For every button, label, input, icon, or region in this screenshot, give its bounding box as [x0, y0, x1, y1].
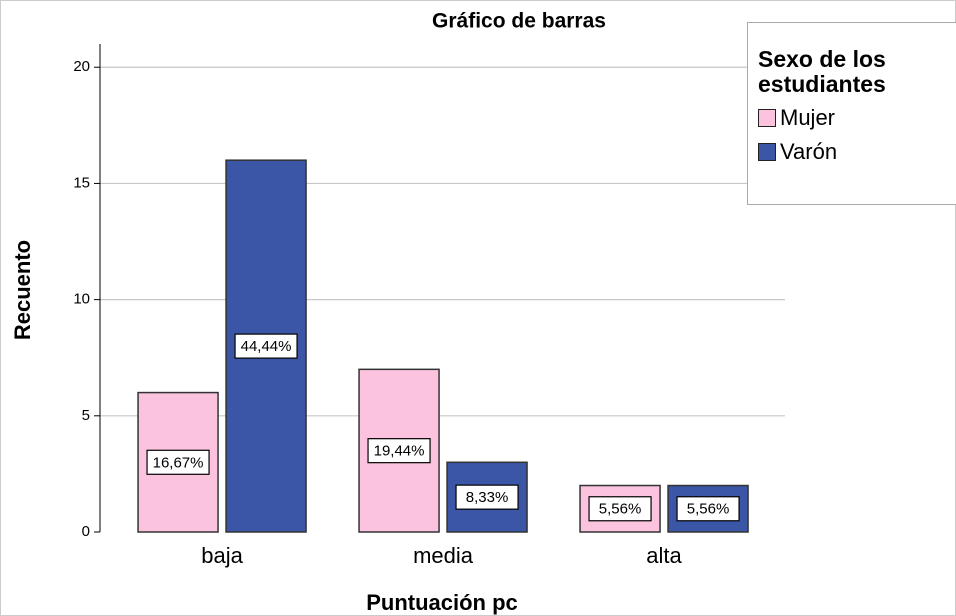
y-axis-label: Recuento: [10, 240, 35, 340]
legend-swatch: [758, 109, 776, 127]
chart-title: Gráfico de barras: [432, 10, 606, 33]
data-label: 44,44%: [241, 338, 292, 355]
data-label: 5,56%: [687, 501, 730, 518]
data-label: 8,33%: [466, 489, 509, 506]
data-label-box: [146, 449, 210, 475]
y-tick-label: 15: [73, 174, 90, 191]
y-tick-label: 5: [82, 407, 90, 424]
y-tick-label: 20: [73, 58, 90, 75]
data-label-box: [455, 484, 519, 510]
data-label-box: [588, 496, 652, 522]
y-tick-label: 10: [73, 291, 90, 308]
legend-item: Mujer: [758, 105, 956, 131]
legend-label: Mujer: [780, 105, 836, 130]
x-tick-label: baja: [201, 543, 243, 568]
legend-swatch: [758, 143, 776, 161]
x-tick-label: media: [413, 543, 474, 568]
y-tick-label: 0: [82, 523, 90, 540]
legend-title: Sexo de los estudiantes: [758, 46, 886, 97]
x-tick-label: alta: [646, 543, 682, 568]
data-label-box: [367, 438, 431, 464]
data-label-box: [234, 333, 298, 359]
legend: Sexo de los estudiantes Mujer Varón: [747, 22, 956, 205]
x-axis-label: Puntuación pc: [366, 590, 518, 615]
data-label: 16,67%: [153, 454, 204, 471]
legend-label: Varón: [780, 139, 838, 164]
legend-item: Varón: [758, 139, 956, 165]
data-label-box: [676, 496, 740, 522]
data-label: 5,56%: [599, 501, 642, 518]
data-label: 19,44%: [374, 443, 425, 460]
